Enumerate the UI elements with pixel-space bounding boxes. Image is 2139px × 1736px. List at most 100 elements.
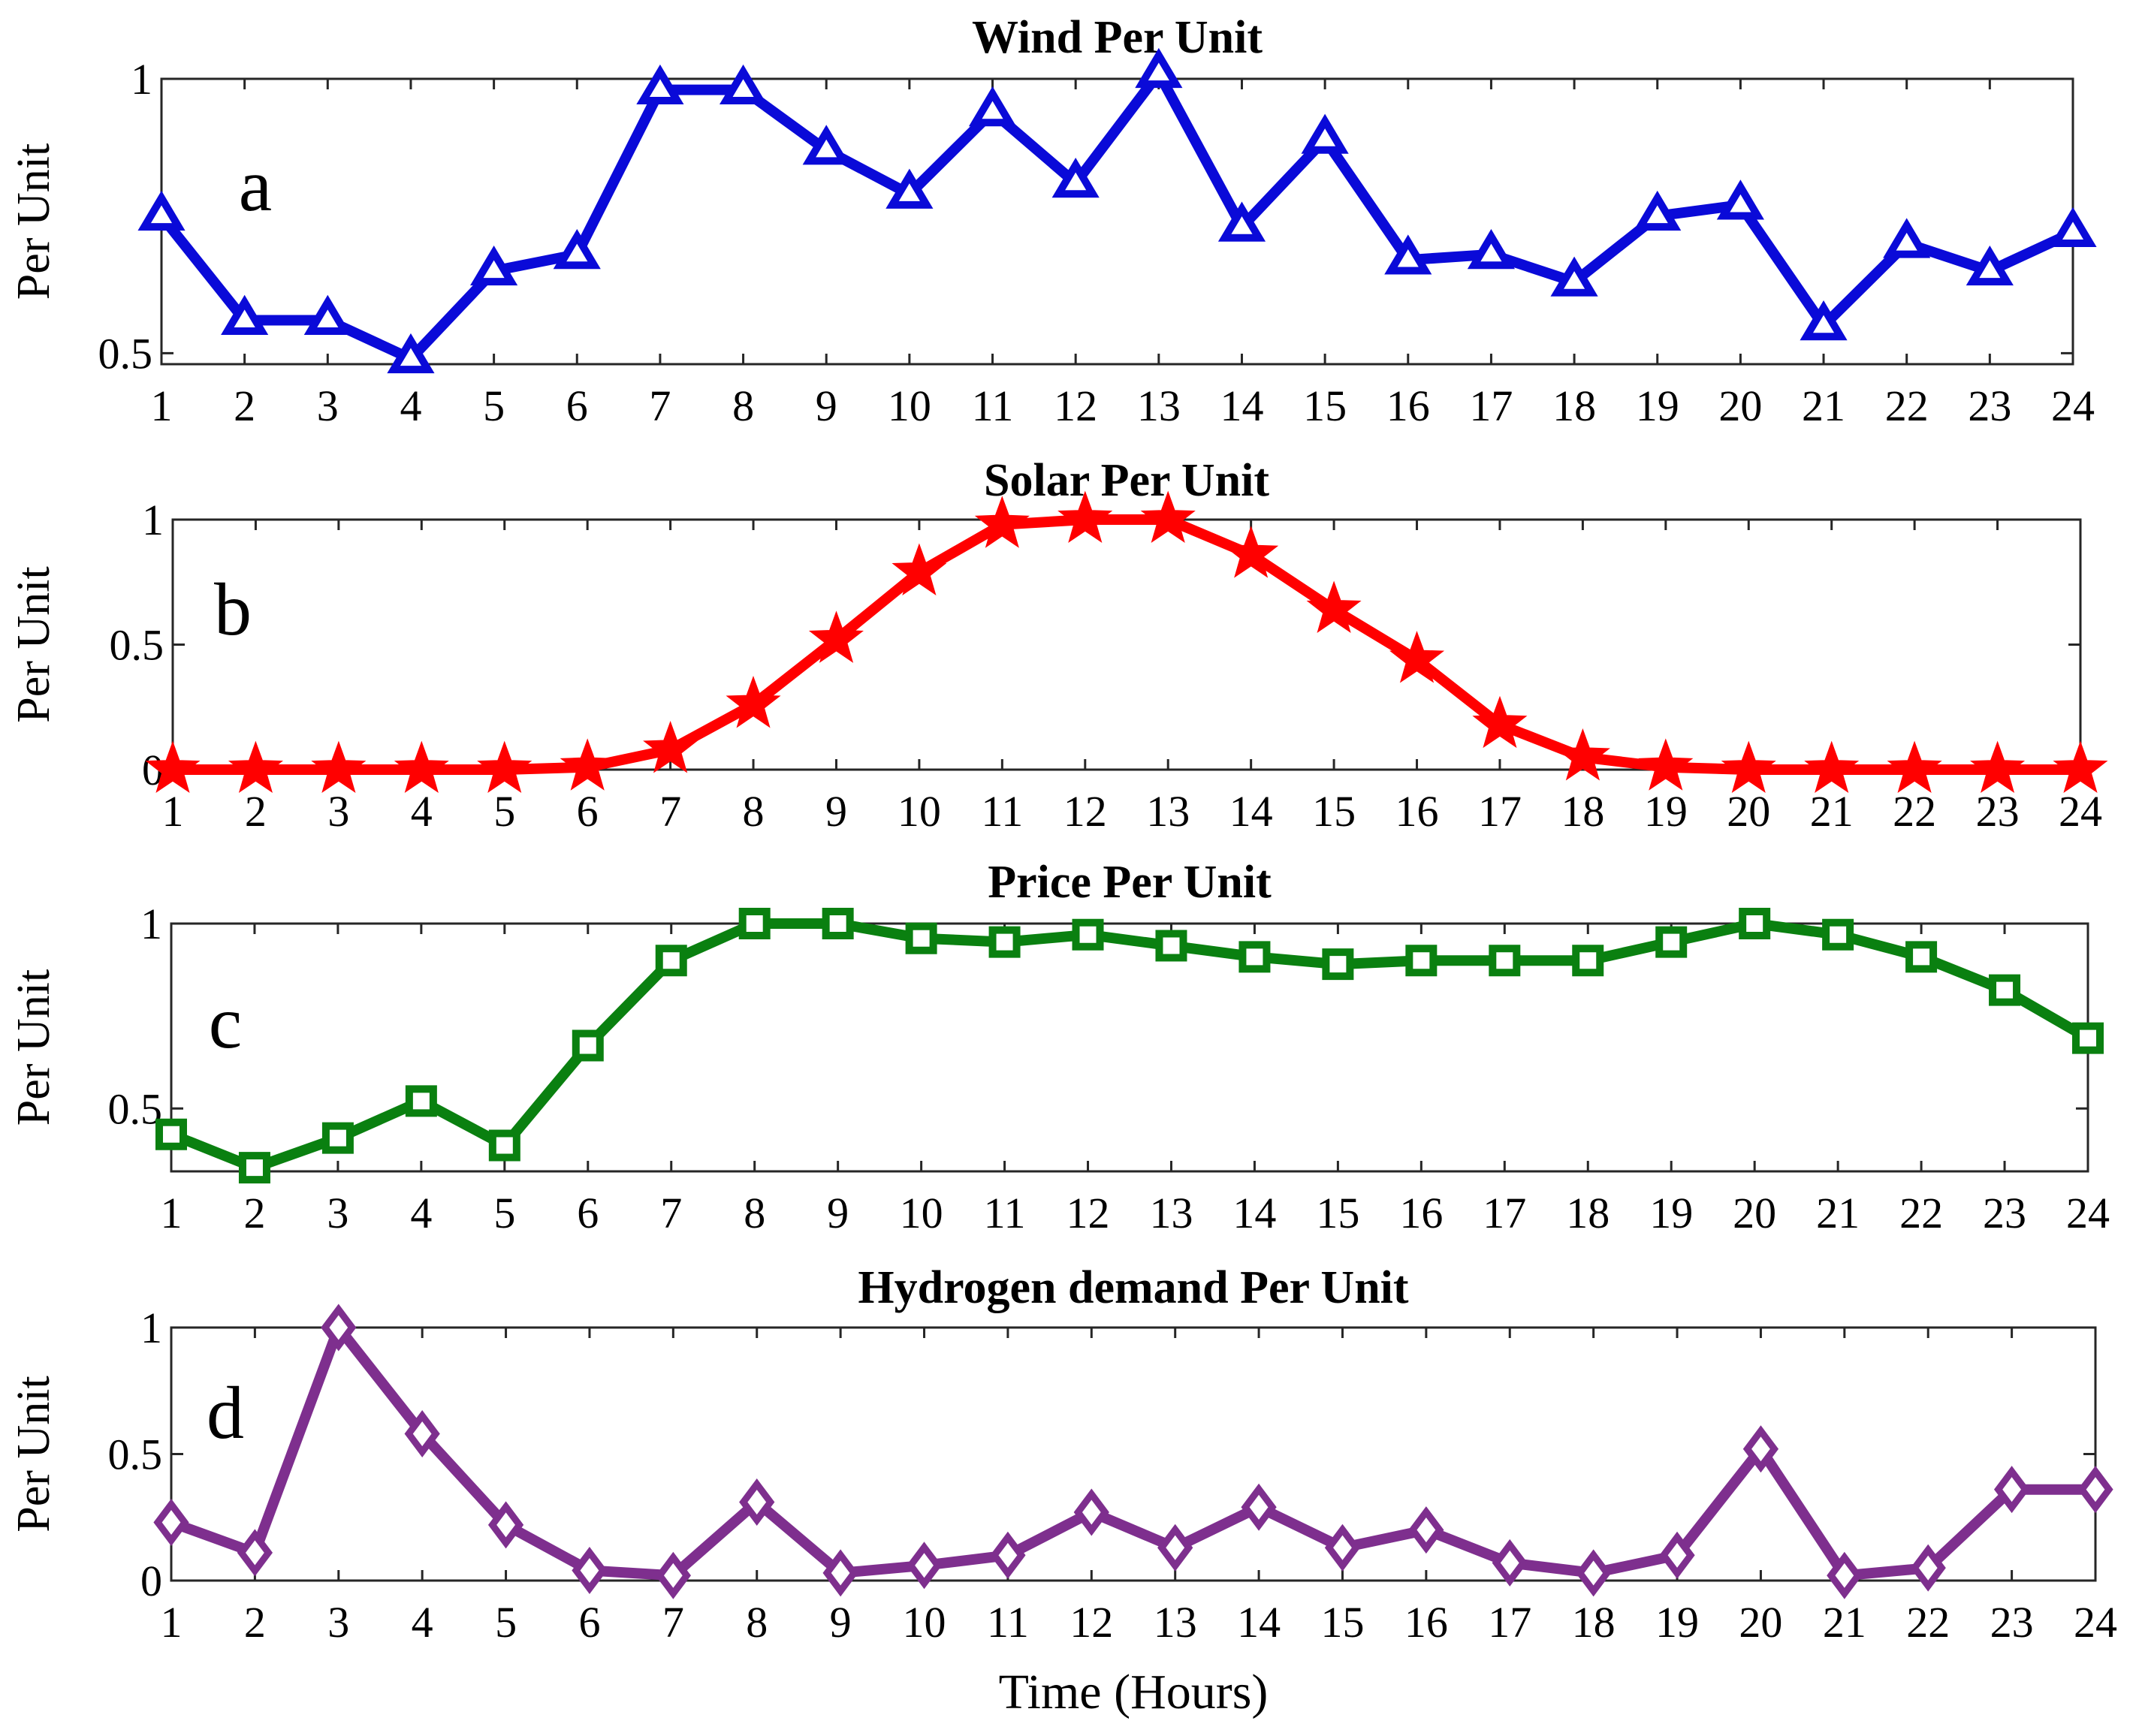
y-tick-label: 1	[142, 496, 164, 544]
x-tick-label: 13	[1154, 1598, 1197, 1647]
data-point	[1467, 229, 1516, 270]
data-point	[1389, 631, 1445, 683]
data-point	[643, 721, 698, 773]
x-tick-label: 24	[2059, 787, 2102, 836]
x-tick-label: 14	[1237, 1598, 1281, 1647]
data-point	[1155, 930, 1187, 962]
x-tick-label: 8	[743, 787, 765, 836]
panel-letter: d	[207, 1371, 244, 1454]
data-point	[1905, 941, 1938, 973]
x-tick-label: 19	[1649, 1189, 1693, 1237]
y-tick-label: 1	[140, 900, 162, 948]
x-tick-label: 14	[1232, 1189, 1276, 1237]
data-point	[739, 1478, 775, 1527]
data-point	[1555, 728, 1610, 781]
data-point	[238, 1152, 270, 1184]
x-tick-label: 19	[1636, 381, 1679, 430]
x-tick-label: 16	[1399, 1189, 1443, 1237]
x-tick-label: 23	[1976, 787, 2020, 836]
data-point	[905, 922, 937, 954]
data-point	[802, 125, 850, 165]
x-tick-label: 9	[827, 1189, 849, 1237]
x-tick-label: 15	[1312, 787, 1356, 836]
x-tick-label: 5	[493, 1189, 515, 1237]
x-tick-label: 11	[981, 787, 1023, 836]
panel-b: 1 2 3 4 5 6 7 8 9 10 11 12 13 14 15 16 17 18 19 20 21 22 23 240…	[8, 455, 2108, 836]
data-point	[1241, 1483, 1277, 1531]
x-tick-label: 3	[317, 381, 339, 430]
axes-frame	[171, 518, 2082, 771]
x-tick-label: 16	[1395, 787, 1439, 836]
data-point	[477, 740, 532, 794]
data-point	[1966, 245, 2014, 286]
data-point	[906, 1542, 943, 1590]
y-axis-label: Per Unit	[8, 143, 59, 300]
data-point	[1051, 158, 1100, 198]
y-tick-label: 0.5	[108, 1084, 163, 1133]
data-point	[1716, 179, 1764, 220]
data-point	[1322, 948, 1354, 981]
x-tick-label: 5	[493, 787, 515, 836]
y-tick-label: 1	[131, 55, 152, 104]
x-tick-label: 17	[1478, 787, 1522, 836]
x-tick-label: 13	[1149, 1189, 1193, 1237]
x-tick-label: 21	[1816, 1189, 1860, 1237]
x-tick-label: 3	[327, 1189, 348, 1237]
x-tick-label: 19	[1644, 787, 1688, 836]
x-axis-label: Time (Hours)	[999, 1665, 1269, 1719]
panel-title: Price Per Unit	[988, 857, 1272, 908]
x-tick-label: 9	[825, 787, 847, 836]
series-line	[167, 514, 2086, 775]
data-point	[145, 740, 201, 794]
x-tick-label: 18	[1572, 1598, 1616, 1647]
data-point	[726, 676, 781, 728]
axes-frame	[170, 1326, 2097, 1582]
data-point	[738, 908, 771, 939]
data-point	[1306, 580, 1362, 633]
x-tick-label: 14	[1220, 381, 1263, 430]
x-tick-label: 14	[1229, 787, 1273, 836]
data-point	[404, 1410, 440, 1458]
y-axis-label: Per Unit	[8, 566, 59, 722]
data-point	[1472, 695, 1528, 749]
x-tick-label: 12	[1070, 1598, 1113, 1647]
data-point	[394, 740, 449, 794]
x-tick-label: 22	[1893, 787, 1936, 836]
series-line	[156, 68, 2078, 364]
data-point	[1742, 1425, 1779, 1473]
data-point	[1993, 1466, 2030, 1514]
data-point	[1576, 1549, 1612, 1597]
x-tick-label: 17	[1483, 1189, 1526, 1237]
y-tick-label: 0.5	[110, 621, 164, 670]
data-point	[892, 543, 947, 595]
data-point	[968, 86, 1017, 127]
x-tick-label: 2	[234, 381, 255, 430]
x-tick-label: 7	[659, 787, 681, 836]
data-point	[321, 1122, 354, 1154]
x-tick-label: 15	[1320, 1598, 1364, 1647]
x-tick-label: 8	[744, 1189, 765, 1237]
x-tick-label: 24	[2066, 1189, 2110, 1237]
x-tick-label: 4	[400, 381, 421, 430]
data-point	[1140, 490, 1196, 544]
x-tick-label: 12	[1063, 787, 1107, 836]
x-tick-label: 20	[1718, 381, 1762, 430]
data-point	[572, 1547, 608, 1595]
data-point	[221, 294, 269, 335]
panel-title: Wind Per Unit	[972, 12, 1263, 63]
data-point	[1301, 113, 1349, 154]
x-tick-label: 17	[1469, 381, 1513, 430]
x-tick-label: 5	[483, 381, 505, 430]
x-tick-label: 5	[495, 1598, 517, 1647]
series-line	[166, 1322, 2101, 1581]
x-tick-label: 18	[1566, 1189, 1610, 1237]
data-point	[1739, 908, 1771, 939]
data-point	[1887, 740, 1942, 794]
x-tick-label: 2	[245, 787, 267, 836]
data-point	[1550, 256, 1598, 297]
axes-frame	[170, 922, 2089, 1173]
x-tick-label: 21	[1802, 381, 1845, 430]
x-tick-label: 15	[1303, 381, 1347, 430]
y-tick-label: 0	[140, 1557, 162, 1605]
x-tick-label: 24	[2074, 1598, 2117, 1647]
